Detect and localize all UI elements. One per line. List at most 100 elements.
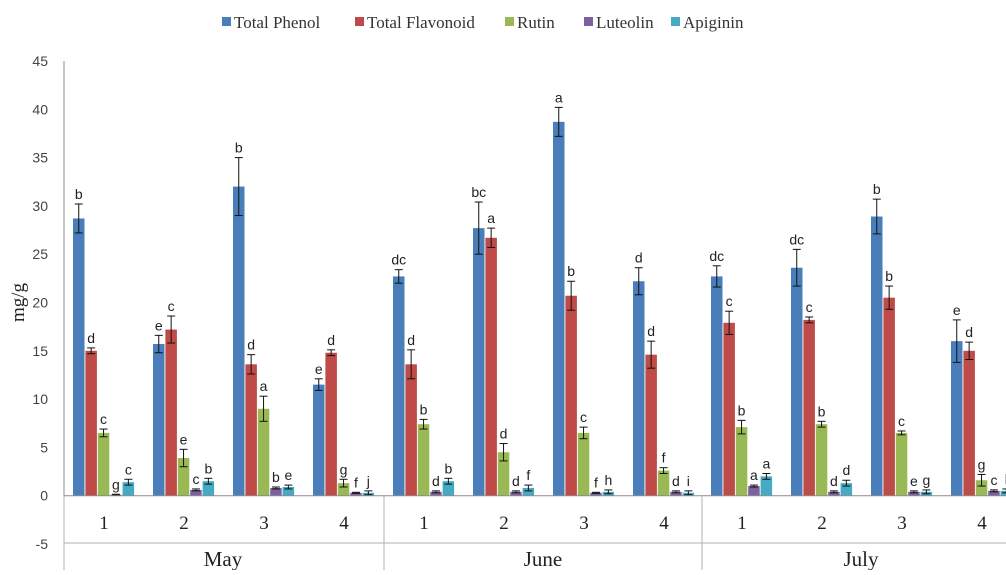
significance-letter: d xyxy=(407,332,415,348)
x-tick-label: 2 xyxy=(499,513,509,534)
bar xyxy=(122,482,135,496)
significance-letter: j xyxy=(366,473,370,489)
bar xyxy=(590,492,602,496)
month-label: May xyxy=(204,547,243,570)
significance-letter: d xyxy=(635,250,643,266)
bar xyxy=(442,481,455,496)
bar xyxy=(337,483,350,496)
y-tick-label: 10 xyxy=(32,391,48,407)
bar xyxy=(840,483,853,496)
significance-letter: d xyxy=(432,473,440,489)
legend-label: Luteolin xyxy=(596,13,654,32)
significance-letter: d xyxy=(87,330,95,346)
bar xyxy=(405,364,417,496)
significance-letter: c xyxy=(726,293,733,309)
bar xyxy=(565,295,577,496)
legend-item: Rutin xyxy=(505,13,555,32)
significance-letter: b xyxy=(444,460,452,476)
significance-letter: e xyxy=(953,302,961,318)
significance-letter: d xyxy=(830,473,838,489)
legend-item: Total Phenol xyxy=(222,13,320,32)
significance-letter: c xyxy=(806,299,813,315)
significance-letter: b xyxy=(885,268,893,284)
significance-letter: g xyxy=(340,461,348,477)
x-axis: 1 2 3 4 May 1 2 3 4 June 1 2 3 4 July xyxy=(63,495,1006,571)
significance-letter: d xyxy=(327,332,335,348)
significance-letter: d xyxy=(965,324,973,340)
x-tick-label: 2 xyxy=(817,513,827,534)
significance-letter: d xyxy=(647,323,655,339)
bar xyxy=(430,491,442,496)
bar xyxy=(165,329,177,496)
bar xyxy=(657,470,670,496)
bar xyxy=(828,491,840,496)
significance-letter: f xyxy=(526,467,530,483)
y-axis: -5 0 5 10 15 20 25 30 35 40 45 xyxy=(32,53,65,570)
bar xyxy=(190,489,202,496)
significance-letter: bc xyxy=(471,184,486,200)
significance-letter: b xyxy=(567,263,575,279)
bar xyxy=(723,322,735,496)
significance-letter: b xyxy=(818,403,826,419)
y-tick-label: 15 xyxy=(32,343,48,359)
bar xyxy=(245,364,257,496)
bar xyxy=(510,491,522,496)
bar xyxy=(473,228,485,496)
legend-label: Total Flavonoid xyxy=(367,13,475,32)
significance-letter: dc xyxy=(709,248,724,264)
y-tick-label: 0 xyxy=(40,488,48,504)
legend-item: Total Flavonoid xyxy=(355,13,475,32)
x-tick-label: 4 xyxy=(659,513,669,534)
significance-letter: i xyxy=(687,473,690,489)
significance-letter: c xyxy=(125,461,132,477)
bar xyxy=(313,384,325,496)
bar xyxy=(577,432,590,496)
bar xyxy=(350,492,362,496)
bar xyxy=(791,267,803,496)
bar xyxy=(257,408,270,496)
x-tick-label: 1 xyxy=(99,513,109,534)
significance-letter: b xyxy=(420,401,428,417)
legend-label: Apiginin xyxy=(683,13,744,32)
bar xyxy=(735,427,748,496)
significance-letter: d xyxy=(512,473,520,489)
significance-letter: c xyxy=(898,413,905,429)
bar xyxy=(202,481,215,496)
significance-letter: b xyxy=(75,186,83,202)
bar xyxy=(233,186,245,496)
x-tick-label: 1 xyxy=(737,513,747,534)
significance-letter: c xyxy=(192,471,199,487)
significance-letter: a xyxy=(762,455,770,471)
legend-label: Rutin xyxy=(517,13,555,32)
significance-letter: a xyxy=(555,89,563,105)
significance-letter: d xyxy=(842,462,850,478)
significance-letter: e xyxy=(180,431,188,447)
significance-letter: h xyxy=(604,472,612,488)
significance-letter: c xyxy=(168,298,175,314)
bar xyxy=(951,341,963,496)
significance-letter: g xyxy=(978,456,986,472)
legend-swatch xyxy=(222,17,231,26)
x-tick-label: 3 xyxy=(897,513,907,534)
bar xyxy=(988,490,1000,496)
bar xyxy=(153,344,165,496)
significance-letter: a xyxy=(260,378,268,394)
legend-swatch xyxy=(505,17,514,26)
significance-letter: e xyxy=(910,473,918,489)
significance-letter: b xyxy=(204,460,212,476)
bar xyxy=(908,491,920,496)
bar xyxy=(633,281,645,496)
y-tick-label: 40 xyxy=(32,101,48,117)
significance-letter: b xyxy=(272,469,280,485)
bar xyxy=(748,486,760,496)
bar xyxy=(553,121,565,496)
significance-letter: l xyxy=(1005,471,1006,487)
bar xyxy=(895,432,908,496)
bar xyxy=(97,432,110,496)
bar xyxy=(73,218,85,496)
significance-letter: e xyxy=(155,317,163,333)
significance-letter: a xyxy=(487,210,495,226)
bar xyxy=(85,350,97,496)
legend-swatch xyxy=(355,17,364,26)
